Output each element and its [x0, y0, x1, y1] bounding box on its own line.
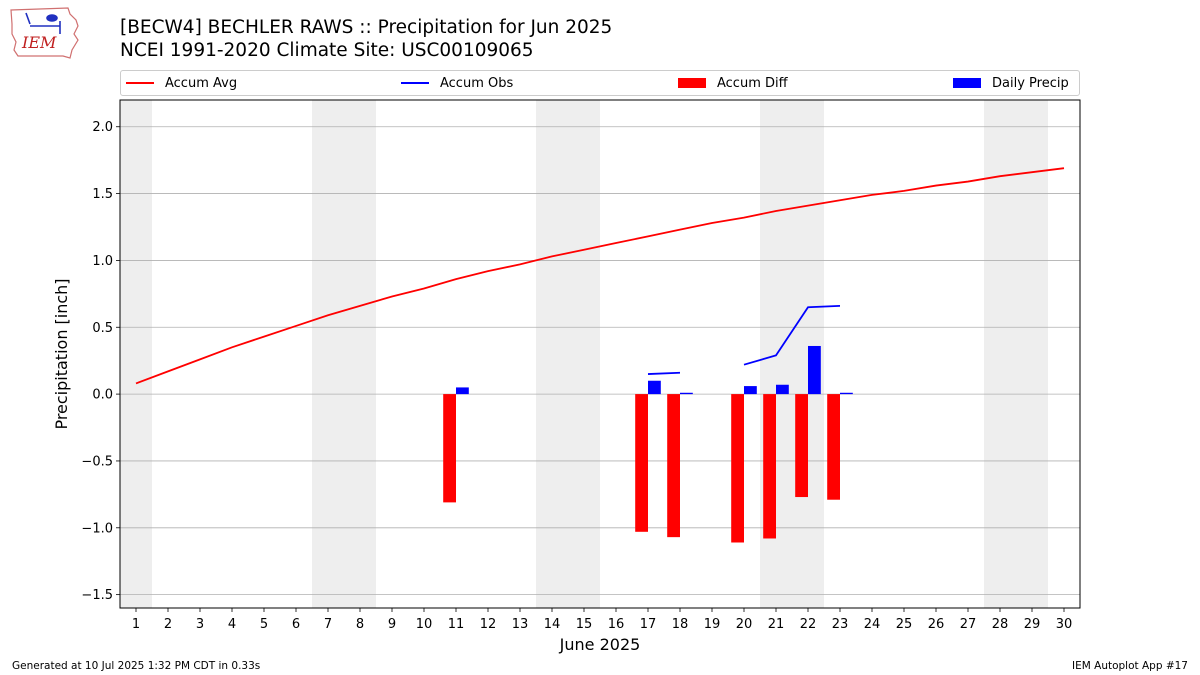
x-tick-label: 22: [800, 617, 817, 632]
x-tick-label: 28: [992, 617, 1009, 632]
x-tick-label: 9: [388, 617, 396, 632]
y-tick-label: 1.0: [92, 254, 113, 269]
legend-label-accum-avg: Accum Avg: [165, 75, 238, 91]
x-tick-label: 5: [260, 617, 268, 632]
legend-item-accum-diff: Accum Diff: [678, 74, 788, 92]
x-tick-label: 25: [896, 617, 913, 632]
plot-frame: [119, 99, 1081, 609]
x-tick-label: 15: [576, 617, 593, 632]
x-tick-label: 14: [544, 617, 561, 632]
legend-label-accum-obs: Accum Obs: [440, 75, 514, 91]
weekend-shade-15: [568, 100, 600, 608]
daily-precip-bar: [776, 384, 789, 395]
x-axis-label: June 2025: [559, 635, 641, 654]
x-tick-label: 3: [196, 617, 204, 632]
y-tick-label: −1.5: [81, 588, 113, 603]
y-tick-label: −0.5: [81, 454, 113, 469]
x-tick-label: 21: [768, 617, 785, 632]
x-tick-label: 26: [928, 617, 945, 632]
y-axis-label: Precipitation [inch]: [52, 278, 71, 429]
legend-label-daily-precip: Daily Precip: [992, 75, 1069, 91]
x-tick-label: 16: [608, 617, 625, 632]
accum-diff-bar: [667, 394, 680, 538]
legend-item-daily-precip: Daily Precip: [953, 74, 1069, 92]
legend-swatch-accum-diff: [678, 78, 706, 88]
accum-avg-line: [135, 167, 1065, 385]
accum-obs-line: [743, 304, 841, 366]
iowa-outline: [10, 7, 79, 59]
x-tick-label: 18: [672, 617, 689, 632]
x-tick-label: 29: [1024, 617, 1041, 632]
logo-text: IEM: [21, 33, 57, 52]
x-tick-label: 23: [832, 617, 849, 632]
x-tick-label: 27: [960, 617, 977, 632]
x-tick-label: 12: [480, 617, 497, 632]
y-tick-label: 2.0: [92, 120, 113, 135]
accum-diff-bar: [763, 394, 776, 539]
accum-diff-bar: [635, 394, 648, 532]
iem-logo: IEM: [10, 7, 79, 59]
daily-precip-bar: [456, 387, 469, 395]
app-credit: IEM Autoplot App #17: [1072, 660, 1188, 672]
x-tick-label: 8: [356, 617, 364, 632]
x-tick-label: 1: [132, 617, 140, 632]
legend-label-accum-diff: Accum Diff: [717, 75, 788, 91]
generated-timestamp: Generated at 10 Jul 2025 1:32 PM CDT in …: [12, 660, 261, 672]
x-tick-label: 4: [228, 617, 236, 632]
legend-swatch-accum-obs: [401, 82, 429, 84]
legend-item-accum-avg: Accum Avg: [126, 74, 237, 92]
x-tick-label: 20: [736, 617, 753, 632]
chart-subtitle: NCEI 1991-2020 Climate Site: USC00109065: [120, 40, 534, 61]
legend-item-accum-obs: Accum Obs: [401, 74, 513, 92]
weekend-shade-28: [984, 100, 1016, 608]
x-tick-label: 11: [448, 617, 465, 632]
daily-precip-bar: [744, 386, 757, 395]
x-tick-label: 13: [512, 617, 529, 632]
accum-diff-bar: [795, 394, 808, 498]
y-tick-label: 1.5: [92, 187, 113, 202]
legend-swatch-accum-avg: [126, 82, 154, 84]
weekend-shade-1: [120, 100, 152, 608]
x-tick-label: 19: [704, 617, 721, 632]
x-tick-label: 2: [164, 617, 172, 632]
chart-legend: Accum Avg Accum Obs Accum Diff Daily Pre…: [120, 70, 1080, 96]
legend-swatch-daily-precip: [953, 78, 981, 88]
accum-obs-line: [647, 371, 681, 375]
weekend-shade-21: [760, 100, 792, 608]
x-tick-label: 6: [292, 617, 300, 632]
weekend-shade-8: [344, 100, 376, 608]
x-tick-label: 24: [864, 617, 881, 632]
x-tick-label: 30: [1056, 617, 1073, 632]
daily-precip-bar: [808, 345, 821, 395]
y-tick-label: 0.5: [92, 321, 113, 336]
accum-diff-bar: [443, 394, 456, 503]
daily-precip-bar: [648, 380, 661, 395]
daily-precip-bar: [840, 392, 853, 395]
accum-diff-bar: [731, 394, 744, 543]
x-tick-label: 10: [416, 617, 433, 632]
daily-precip-bar: [680, 392, 693, 395]
weekend-shade-29: [1016, 100, 1048, 608]
y-tick-label: 0.0: [92, 388, 113, 403]
weather-instrument-icon: [25, 12, 61, 34]
y-tick-label: −1.0: [81, 521, 113, 536]
weekend-shade-7: [312, 100, 344, 608]
x-tick-label: 7: [324, 617, 332, 632]
x-tick-label: 17: [640, 617, 657, 632]
accum-diff-bar: [827, 394, 840, 500]
weekend-shade-14: [536, 100, 568, 608]
chart-title: [BECW4] BECHLER RAWS :: Precipitation fo…: [120, 17, 613, 38]
weekend-shade-22: [792, 100, 824, 608]
